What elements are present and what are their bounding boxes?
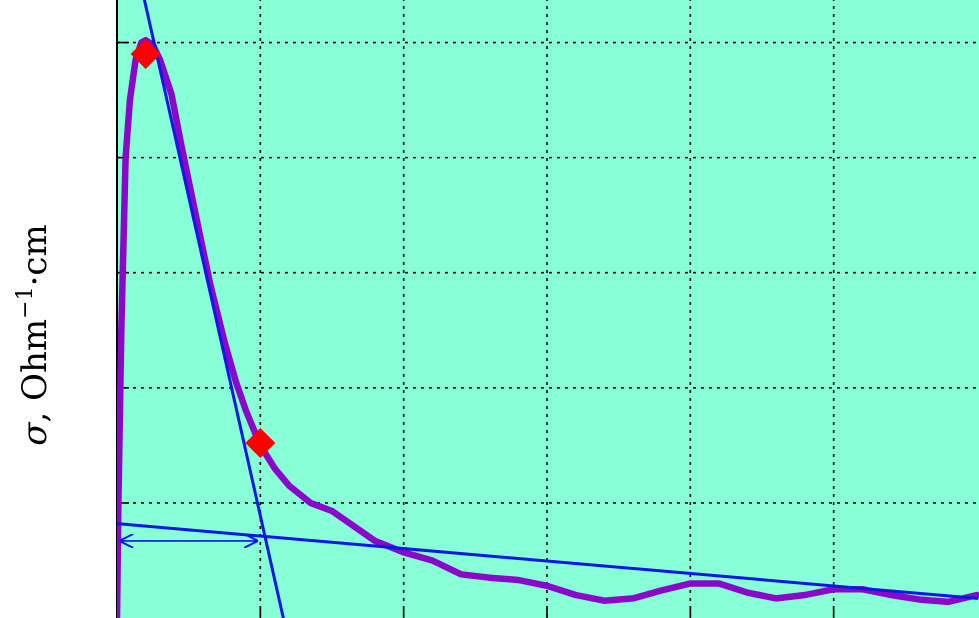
y-axis-label: σ, Ohm−1·cm (13, 224, 55, 445)
tangent-line-1 (142, 0, 285, 618)
grid (117, 0, 979, 618)
ylabel-suffix: ·cm (15, 224, 55, 286)
ylabel-superscript: −1 (13, 286, 38, 318)
marker-layer (130, 39, 276, 459)
diamond-marker (245, 428, 276, 459)
diamond-marker (130, 39, 161, 70)
svg-text:σ, Ohm−1·cm: σ, Ohm−1·cm (13, 224, 55, 445)
plot-area (117, 0, 979, 618)
ylabel-unit: , Ohm (15, 319, 55, 423)
ylabel-symbol: σ (15, 422, 55, 446)
tangent-line-2 (117, 522, 979, 600)
